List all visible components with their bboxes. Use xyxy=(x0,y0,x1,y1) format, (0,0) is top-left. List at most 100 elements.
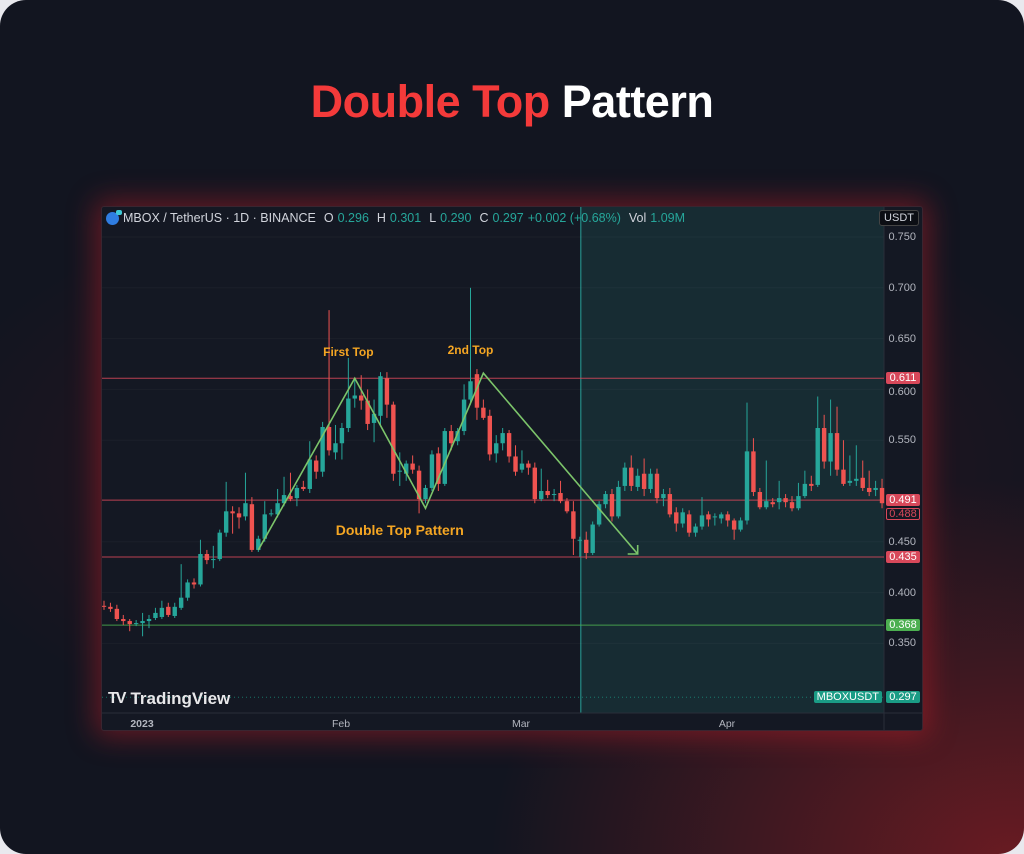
candle-body xyxy=(815,428,820,485)
y-tick-label: 0.550 xyxy=(888,434,916,447)
candle-body xyxy=(346,398,351,429)
candle-body xyxy=(686,514,692,533)
y-tick-label: 0.650 xyxy=(888,332,916,345)
candle-body xyxy=(359,395,364,401)
y-tick-label: 0.350 xyxy=(888,637,916,650)
title-rest: Pattern xyxy=(561,76,714,127)
candle-body xyxy=(661,494,666,499)
candle-body xyxy=(204,553,210,561)
candle-body xyxy=(397,470,402,472)
candle-body xyxy=(140,621,145,624)
candle-body xyxy=(371,413,377,423)
change-value: +0.002 (+0.68%) xyxy=(527,211,621,225)
candle-body xyxy=(796,496,801,509)
candle-body xyxy=(654,473,660,499)
y-tick-label: 0.600 xyxy=(888,386,916,399)
high-value: 0.301 xyxy=(389,211,422,225)
x-tick-label: Mar xyxy=(511,718,531,730)
candle-body xyxy=(847,480,853,483)
x-tick-label: Feb xyxy=(331,718,351,730)
candle-body xyxy=(558,493,563,502)
tradingview-branding: TV TradingView xyxy=(108,689,230,709)
candle-body xyxy=(223,511,229,533)
candle-body xyxy=(121,619,126,622)
low-label: L xyxy=(429,211,437,225)
candle-body xyxy=(693,526,698,533)
candle-body xyxy=(301,486,306,489)
candle-body xyxy=(506,433,512,457)
candle-body xyxy=(365,400,370,424)
candle-body xyxy=(635,475,640,487)
price-tag-0.611: 0.611 xyxy=(886,372,920,385)
candlestick-chart xyxy=(102,207,922,730)
trend-arrow-icon xyxy=(627,544,639,555)
symbol-label[interactable]: MBOX / TetherUS · 1D · BINANCE xyxy=(123,211,316,225)
candle-body xyxy=(494,443,499,454)
annotation-label: Double Top Pattern xyxy=(335,521,464,538)
candle-body xyxy=(114,608,120,620)
candle-body xyxy=(102,605,107,607)
candle-body xyxy=(384,378,390,405)
candle-body xyxy=(326,426,332,451)
candle-body xyxy=(539,491,544,500)
candle-body xyxy=(281,495,287,504)
candle-body xyxy=(423,487,428,500)
candle-body xyxy=(294,487,300,499)
candle-body xyxy=(268,513,274,515)
candle-body xyxy=(185,582,190,598)
candle-body xyxy=(783,498,788,503)
y-tick-label: 0.750 xyxy=(888,231,916,243)
price-tag-0.368: 0.368 xyxy=(886,619,920,632)
close-value: 0.297 xyxy=(492,211,524,225)
low-value: 0.290 xyxy=(440,211,472,225)
candle-body xyxy=(481,407,486,418)
candle-body xyxy=(449,431,454,444)
candle-body xyxy=(416,470,422,500)
candle-body xyxy=(153,612,158,618)
candle-body xyxy=(133,623,139,625)
candle-body xyxy=(230,511,235,514)
candle-body xyxy=(802,483,808,497)
price-tag-0.491: 0.491 xyxy=(886,494,920,507)
candle-body xyxy=(596,504,602,525)
candle-body xyxy=(616,486,621,517)
page-title: Double Top Pattern xyxy=(0,76,1024,128)
trend-line xyxy=(257,371,639,555)
candle-body xyxy=(468,381,473,400)
volume-value: 1.09M xyxy=(650,211,686,225)
candle-body xyxy=(731,520,737,530)
candle-body xyxy=(166,606,171,615)
candle-body xyxy=(513,456,518,472)
candle-body xyxy=(571,511,576,539)
candle-body xyxy=(500,433,505,444)
candle-body xyxy=(584,539,589,553)
candle-body xyxy=(256,538,261,550)
candle-body xyxy=(674,512,679,524)
candle-body xyxy=(757,492,763,508)
y-tick-label: 0.700 xyxy=(888,281,916,294)
candle-body xyxy=(526,463,531,468)
candle-body xyxy=(243,503,248,517)
candle-body xyxy=(866,487,872,493)
candle-body xyxy=(313,460,319,472)
currency-button[interactable]: USDT xyxy=(879,210,919,226)
candle-body xyxy=(873,487,878,490)
candle-body xyxy=(127,621,132,625)
candle-body xyxy=(590,524,595,553)
candle-body xyxy=(577,539,583,541)
y-tick-label: 0.450 xyxy=(888,535,916,548)
candle-body xyxy=(333,443,338,453)
candle-body xyxy=(236,513,242,518)
candle-body xyxy=(320,426,325,472)
candle-body xyxy=(178,597,184,608)
candle-body xyxy=(339,428,345,444)
candle-body xyxy=(519,463,525,470)
candle-body xyxy=(764,501,769,508)
candle-body xyxy=(146,619,152,622)
price-tag-0.435: 0.435 xyxy=(886,551,920,564)
candle-body xyxy=(442,431,447,484)
tradingview-logo-icon: TV xyxy=(108,690,127,707)
